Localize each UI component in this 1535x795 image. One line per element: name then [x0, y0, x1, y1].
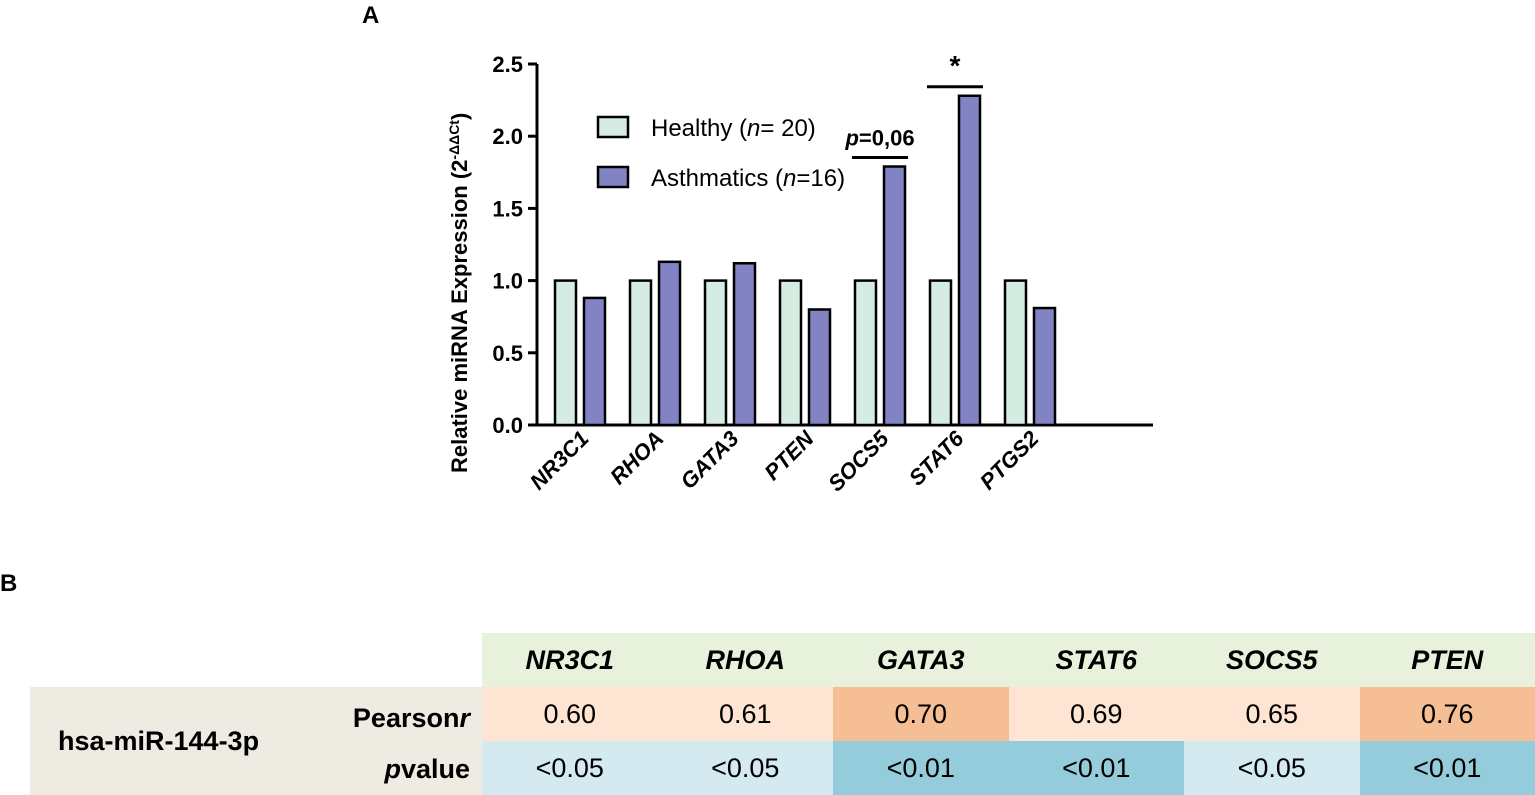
- table-column-header: NR3C1: [525, 644, 615, 675]
- legend-swatch-healthy: [596, 115, 630, 139]
- bar-asthmatics: [657, 260, 682, 427]
- y-tick-label: 1.5: [492, 196, 523, 221]
- bar-asthmatics: [732, 262, 757, 427]
- pvalue-row-label: p value: [384, 753, 470, 784]
- y-tick-label: 0.0: [492, 413, 523, 438]
- x-tick-label: RHOA: [605, 426, 668, 489]
- table-column-header: STAT6: [1055, 644, 1137, 675]
- p-value-cell: <0.05: [482, 741, 658, 795]
- bar-asthmatics: [807, 308, 832, 427]
- pearson-value-cell: 0.61: [657, 687, 833, 741]
- bar-asthmatics: [957, 94, 982, 427]
- x-tick-label: NR3C1: [525, 426, 594, 495]
- significance-label: p=0,06: [844, 126, 914, 151]
- y-tick-label: 1.0: [492, 269, 523, 294]
- y-tick-label: 2.5: [492, 52, 523, 77]
- p-value-cell: <0.05: [1184, 741, 1360, 795]
- y-tick-label: 0.5: [492, 341, 523, 366]
- significance-label: *: [950, 50, 961, 81]
- mirna-name: hsa-miR-144-3p: [58, 725, 260, 756]
- panel-a-label: A: [362, 2, 380, 29]
- bar-asthmatics: [882, 165, 907, 427]
- table-column-header: SOCS5: [1225, 644, 1318, 675]
- bar-healthy: [703, 279, 728, 427]
- x-tick-label: SOCS5: [823, 425, 894, 496]
- x-tick-label: PTEN: [759, 425, 819, 485]
- pearson-value-cell: 0.70: [833, 687, 1009, 741]
- pearson-value-cell: 0.60: [482, 687, 658, 741]
- bar-healthy: [853, 279, 878, 427]
- p-value-cell: <0.01: [1008, 741, 1184, 795]
- x-tick-label: PTGS2: [975, 425, 1044, 494]
- p-value-cell: <0.01: [1359, 741, 1535, 795]
- bar-asthmatics: [1032, 306, 1057, 427]
- bar-healthy: [928, 279, 953, 427]
- bar-healthy: [628, 279, 653, 427]
- bar-healthy: [1003, 279, 1028, 427]
- p-value-cell: <0.05: [657, 741, 833, 795]
- x-tick-label: STAT6: [904, 425, 969, 490]
- p-value-cell: <0.01: [833, 741, 1009, 795]
- pearson-value-cell: 0.65: [1184, 687, 1360, 741]
- legend-swatch-asthmatics: [596, 165, 630, 189]
- correlation-table: NR3C1 RHOA GATA3 STAT6 SOCS5 PTEN hsa-miR-144…: [30, 633, 1535, 795]
- table-column-header: GATA3: [877, 644, 965, 675]
- pearson-row-label: Pearson r: [352, 702, 470, 733]
- bar-healthy: [553, 279, 578, 427]
- pearson-value-cell: 0.76: [1359, 687, 1535, 741]
- bar-healthy: [778, 279, 803, 427]
- legend-label-healthy: Healthy (n= 20): [651, 115, 816, 142]
- y-tick-label: 2.0: [492, 124, 523, 149]
- bar-chart: 0.0 0.5 1.0 1.5 2.0 2.5 Relative miRNA Express…: [446, 50, 1153, 496]
- x-tick-label: GATA3: [675, 426, 743, 494]
- pearson-value-cell: 0.69: [1008, 687, 1184, 741]
- bar-asthmatics: [582, 296, 607, 427]
- table-header-row: [482, 633, 1535, 687]
- table-column-header: PTEN: [1411, 644, 1484, 675]
- y-axis-label: Relative miRNA Expression (2-ΔΔCt): [446, 113, 472, 473]
- panel-b-label: B: [0, 570, 18, 597]
- legend-label-asthmatics: Asthmatics (n=16): [651, 165, 845, 192]
- table-row-group: hsa-miR-144-3p: [30, 687, 482, 795]
- table-column-header: RHOA: [705, 644, 786, 675]
